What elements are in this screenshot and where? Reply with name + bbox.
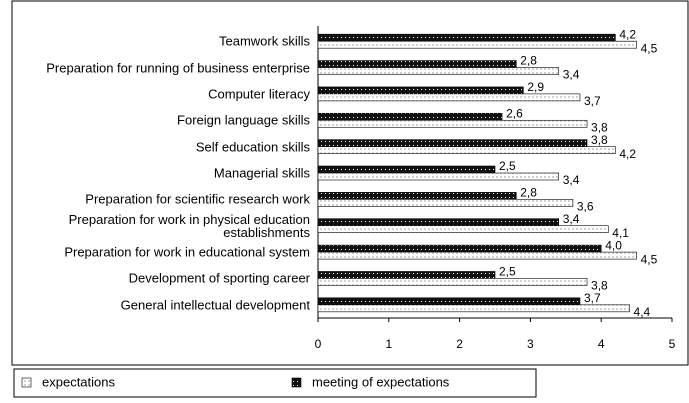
x-tick-label: 4 — [598, 337, 605, 351]
bar — [317, 225, 609, 234]
bar — [317, 297, 581, 306]
category-label: Teamwork skills — [218, 33, 310, 49]
bar — [317, 244, 602, 253]
category-label: Preparation for work in educational syst… — [64, 244, 310, 260]
x-tick-label: 1 — [385, 337, 392, 351]
value-label: 3,8 — [591, 279, 608, 293]
bar — [317, 146, 616, 154]
bar — [317, 304, 630, 313]
x-tick-label: 5 — [669, 337, 676, 351]
bar — [317, 86, 524, 95]
x-tick-label: 0 — [315, 337, 322, 351]
category-label: Self education skills — [195, 139, 310, 155]
category-label: General intellectual development — [120, 297, 310, 313]
bar — [317, 119, 588, 128]
bar — [317, 67, 560, 75]
value-label: 4,0 — [605, 238, 622, 252]
value-label: 3,4 — [563, 212, 580, 226]
value-label: 4,2 — [619, 147, 636, 161]
category-label: Computer literacy — [208, 86, 310, 102]
legend-label: meeting of expectations — [312, 374, 450, 389]
legend-swatch — [21, 377, 32, 388]
value-label: 2,9 — [527, 80, 544, 94]
value-label: 3,6 — [577, 200, 594, 214]
legend-box — [13, 368, 537, 398]
category-label: Preparation for scientific research work — [85, 191, 310, 207]
legend-swatch — [291, 377, 302, 388]
value-label: 3,4 — [563, 68, 580, 82]
bar — [317, 60, 517, 68]
bar — [317, 112, 503, 121]
value-label: 4,4 — [634, 305, 651, 319]
bar — [317, 251, 637, 260]
bar — [317, 172, 560, 181]
category-label: Preparation for work in physical educati… — [68, 211, 310, 240]
x-tick-label: 3 — [527, 337, 534, 351]
category-label: Foreign language skills — [177, 112, 310, 128]
bar — [317, 165, 496, 174]
value-label: 4,1 — [612, 226, 629, 240]
bar — [317, 199, 574, 207]
value-label: 2,8 — [520, 186, 537, 200]
bar — [317, 33, 616, 42]
bar — [317, 278, 588, 286]
value-label: 3,7 — [584, 291, 601, 305]
x-tick-label: 2 — [456, 337, 463, 351]
bar — [317, 40, 637, 49]
value-label: 4,2 — [619, 27, 636, 41]
bar — [317, 271, 496, 279]
legend-label: expectations — [42, 374, 115, 389]
bar — [317, 139, 588, 147]
category-label: Managerial skills — [213, 165, 310, 181]
value-label: 3,7 — [584, 94, 601, 108]
value-label: 3,4 — [563, 173, 580, 187]
category-label: Preparation for running of business ente… — [46, 60, 310, 76]
bar — [317, 218, 560, 227]
value-label: 3,8 — [591, 120, 608, 134]
value-label: 4,5 — [641, 41, 658, 55]
value-label: 2,5 — [499, 265, 516, 279]
value-label: 2,5 — [499, 159, 516, 173]
value-label: 3,8 — [591, 133, 608, 147]
bar — [317, 192, 517, 200]
chart-frame — [11, 0, 689, 366]
value-label: 4,5 — [641, 252, 658, 266]
category-label: Development of sporting career — [128, 270, 310, 286]
value-label: 2,8 — [520, 54, 537, 68]
bar — [317, 93, 581, 102]
value-label: 2,6 — [506, 106, 523, 120]
